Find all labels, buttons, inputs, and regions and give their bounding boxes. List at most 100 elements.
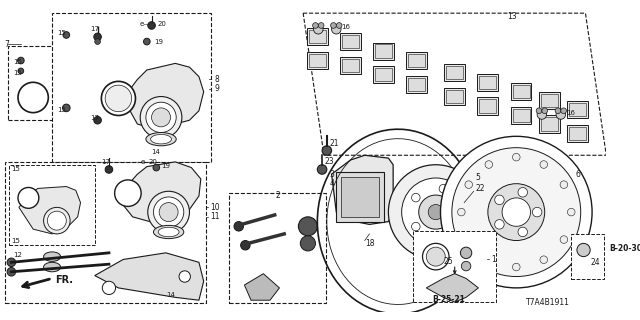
Circle shape <box>63 32 70 38</box>
Circle shape <box>143 38 150 45</box>
Circle shape <box>555 108 561 114</box>
Circle shape <box>556 110 566 119</box>
Circle shape <box>502 198 531 226</box>
Circle shape <box>440 136 592 288</box>
Circle shape <box>422 244 449 270</box>
Text: 20: 20 <box>148 159 157 165</box>
Circle shape <box>101 81 136 116</box>
Polygon shape <box>95 253 204 300</box>
Text: 15: 15 <box>57 30 66 36</box>
Text: 15: 15 <box>13 60 22 65</box>
Ellipse shape <box>44 252 61 261</box>
Text: B-25-21: B-25-21 <box>432 295 465 304</box>
Bar <box>52 13 211 162</box>
Circle shape <box>140 97 182 138</box>
Bar <box>477 98 499 115</box>
Circle shape <box>94 33 101 41</box>
Text: 13: 13 <box>507 12 516 20</box>
Text: 18: 18 <box>365 239 374 248</box>
Circle shape <box>105 166 113 173</box>
Text: 17: 17 <box>90 26 99 32</box>
Circle shape <box>537 110 547 119</box>
Bar <box>340 33 361 50</box>
Circle shape <box>153 164 159 171</box>
Text: 16: 16 <box>566 110 575 116</box>
Bar <box>539 116 560 132</box>
Circle shape <box>465 181 472 188</box>
Circle shape <box>322 146 332 155</box>
Bar <box>406 76 428 93</box>
Text: e—: e— <box>140 159 152 165</box>
Text: 8: 8 <box>214 75 219 84</box>
Circle shape <box>518 227 527 237</box>
Text: T7A4B1911: T7A4B1911 <box>526 298 570 307</box>
Circle shape <box>234 221 243 231</box>
Text: 23: 23 <box>325 157 335 166</box>
Text: 12: 12 <box>13 252 22 258</box>
Bar <box>413 231 497 302</box>
Bar <box>408 54 426 67</box>
Text: 15: 15 <box>57 107 66 113</box>
Polygon shape <box>19 187 81 234</box>
Circle shape <box>388 165 483 260</box>
Ellipse shape <box>146 132 176 146</box>
Bar <box>479 76 497 89</box>
Circle shape <box>63 104 70 112</box>
Text: 24: 24 <box>590 258 600 267</box>
Circle shape <box>241 241 250 250</box>
Bar <box>307 28 328 45</box>
Bar <box>309 54 326 67</box>
Ellipse shape <box>44 262 61 272</box>
Bar <box>539 92 560 109</box>
Ellipse shape <box>154 225 184 239</box>
Circle shape <box>439 184 447 193</box>
Circle shape <box>102 281 116 294</box>
Circle shape <box>17 57 24 64</box>
Bar <box>511 107 531 124</box>
Text: 1: 1 <box>492 255 497 264</box>
Circle shape <box>495 195 504 204</box>
Circle shape <box>148 191 189 233</box>
Circle shape <box>434 258 442 265</box>
Bar <box>342 35 359 48</box>
Text: 14: 14 <box>152 149 161 156</box>
Circle shape <box>331 23 336 28</box>
Circle shape <box>179 271 191 282</box>
Bar <box>8 46 63 120</box>
Text: 20: 20 <box>157 20 166 27</box>
Circle shape <box>465 236 472 244</box>
Bar <box>444 88 465 105</box>
Circle shape <box>18 68 24 74</box>
Circle shape <box>580 255 589 264</box>
Text: 9: 9 <box>214 84 219 93</box>
Bar <box>446 90 463 103</box>
Polygon shape <box>332 155 393 224</box>
Text: 15: 15 <box>12 166 20 172</box>
Circle shape <box>568 208 575 216</box>
Polygon shape <box>121 162 201 221</box>
Bar <box>373 43 394 60</box>
Circle shape <box>540 161 548 168</box>
Bar <box>541 117 558 131</box>
Bar <box>4 162 205 303</box>
Polygon shape <box>303 13 606 155</box>
Circle shape <box>412 193 420 202</box>
Circle shape <box>532 207 542 217</box>
Text: 17: 17 <box>101 159 110 165</box>
Circle shape <box>318 23 324 28</box>
Text: 22: 22 <box>476 184 485 193</box>
Circle shape <box>513 153 520 161</box>
Circle shape <box>485 256 493 263</box>
Circle shape <box>402 178 470 246</box>
Bar <box>568 125 588 142</box>
Text: 19: 19 <box>154 39 163 44</box>
Circle shape <box>452 148 580 276</box>
Text: 5: 5 <box>476 172 481 181</box>
Bar <box>541 94 558 107</box>
Circle shape <box>458 208 465 216</box>
Circle shape <box>115 180 141 206</box>
Circle shape <box>439 231 447 240</box>
Circle shape <box>577 244 590 257</box>
Bar <box>477 74 499 91</box>
Text: 21: 21 <box>330 140 339 148</box>
